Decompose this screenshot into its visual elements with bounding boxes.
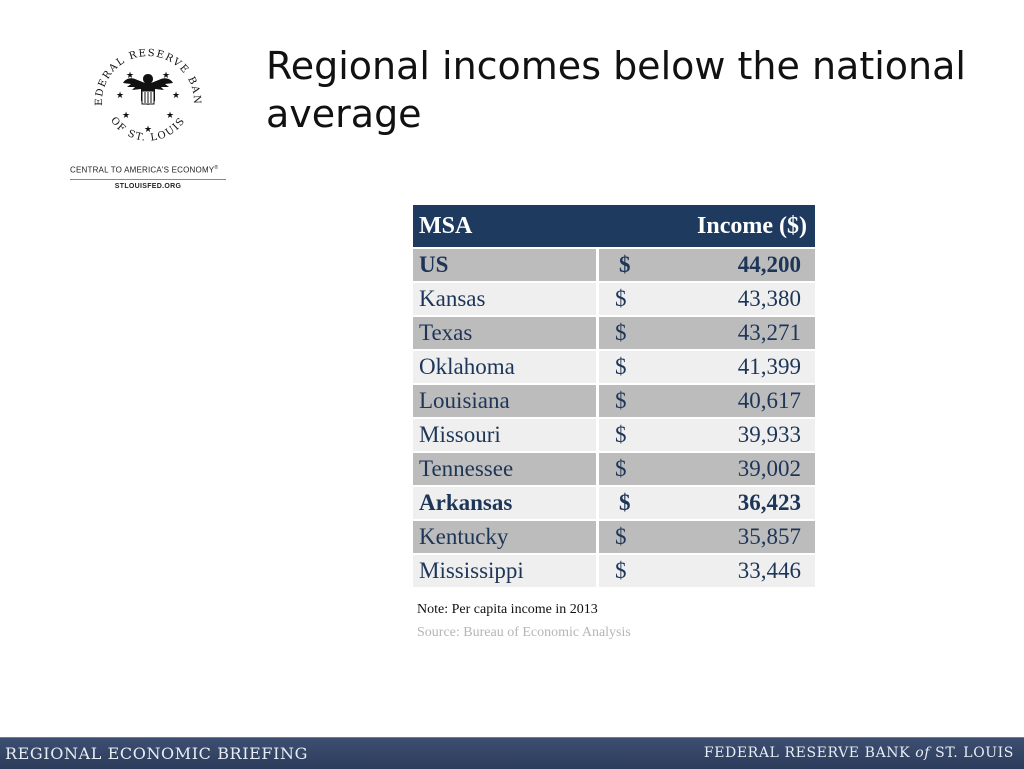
- table-source: Source: Bureau of Economic Analysis: [417, 625, 631, 640]
- currency-symbol: $: [615, 354, 627, 379]
- income-cell: $36,423: [599, 487, 815, 519]
- income-cell: $43,271: [599, 317, 815, 349]
- msa-cell: Oklahoma: [413, 351, 596, 383]
- table-row: Louisiana $40,617: [413, 385, 815, 417]
- income-table: MSA Income ($) US $44,200 Kansas $43,380 Tex…: [413, 205, 815, 589]
- table-row: Tennessee $39,002: [413, 453, 815, 485]
- currency-symbol: $: [619, 490, 631, 515]
- svg-text:★: ★: [172, 91, 180, 101]
- currency-symbol: $: [615, 286, 627, 311]
- table-row: Texas $43,271: [413, 317, 815, 349]
- eagle-seal-icon: FEDERAL RESERVE BANK OF ST. LOUIS ★★ ★★ …: [88, 40, 201, 144]
- income-value: 39,933: [737, 422, 801, 447]
- footer-bank-post: ST. LOUIS: [935, 745, 1014, 761]
- currency-symbol: $: [615, 320, 627, 345]
- income-value: 36,423: [737, 490, 801, 515]
- footer-bar: REGIONAL ECONOMIC BRIEFING FEDERAL RESER…: [0, 737, 1024, 769]
- footer-bank-of: of: [915, 745, 931, 761]
- logo-website: STLOUISFED.ORG: [114, 183, 182, 190]
- table-note: Note: Per capita income in 2013: [417, 602, 598, 617]
- tagline-text: CENTRAL TO AMERICA'S ECONOMY: [70, 165, 215, 175]
- msa-cell: Kansas: [413, 283, 596, 315]
- income-cell: $44,200: [599, 249, 815, 281]
- table-row: Kansas $43,380: [413, 283, 815, 315]
- income-cell: $35,857: [599, 521, 815, 553]
- svg-text:★: ★: [126, 71, 134, 81]
- msa-cell: Mississippi: [413, 555, 596, 587]
- income-cell: $39,933: [599, 419, 815, 451]
- svg-text:★: ★: [162, 71, 170, 81]
- logo-tagline: CENTRAL TO AMERICA'S ECONOMY®: [70, 165, 226, 175]
- logo-divider: [70, 179, 226, 180]
- msa-cell: Tennessee: [413, 453, 596, 485]
- income-cell: $40,617: [599, 385, 815, 417]
- header-income: Income ($): [697, 212, 807, 239]
- table-header: MSA Income ($): [413, 205, 815, 247]
- income-cell: $39,002: [599, 453, 815, 485]
- income-cell: $43,380: [599, 283, 815, 315]
- svg-text:★: ★: [166, 111, 174, 121]
- table-row: Oklahoma $41,399: [413, 351, 815, 383]
- income-value: 43,271: [737, 320, 801, 345]
- table-body: US $44,200 Kansas $43,380 Texas $43,271 Oklaho…: [413, 249, 815, 587]
- msa-cell: Louisiana: [413, 385, 596, 417]
- svg-text:★: ★: [122, 111, 130, 121]
- income-value: 35,857: [737, 524, 801, 549]
- msa-cell: Kentucky: [413, 521, 596, 553]
- msa-cell: Texas: [413, 317, 596, 349]
- table-row: Missouri $39,933: [413, 419, 815, 451]
- msa-cell: US: [413, 249, 596, 281]
- footer-bank-pre: FEDERAL RESERVE BANK: [703, 745, 911, 761]
- currency-symbol: $: [615, 388, 627, 413]
- currency-symbol: $: [615, 422, 627, 447]
- table-row: Mississippi $33,446: [413, 555, 815, 587]
- income-value: 44,200: [737, 252, 801, 277]
- income-cell: $33,446: [599, 555, 815, 587]
- footer-briefing-label: REGIONAL ECONOMIC BRIEFING: [5, 744, 309, 763]
- currency-symbol: $: [619, 252, 631, 277]
- income-value: 43,380: [737, 286, 801, 311]
- svg-text:★: ★: [116, 91, 124, 101]
- tagline-mark: ®: [214, 165, 219, 171]
- msa-cell: Missouri: [413, 419, 596, 451]
- currency-symbol: $: [615, 524, 627, 549]
- currency-symbol: $: [615, 456, 627, 481]
- currency-symbol: $: [615, 558, 627, 583]
- income-value: 41,399: [737, 354, 801, 379]
- header-msa: MSA: [419, 212, 473, 239]
- svg-text:★: ★: [144, 125, 152, 135]
- income-value: 33,446: [737, 558, 801, 583]
- income-cell: $41,399: [599, 351, 815, 383]
- income-value: 39,002: [737, 456, 801, 481]
- slide-title: Regional incomes below the national aver…: [266, 44, 966, 136]
- footer-bank-name: FEDERAL RESERVE BANK of ST. LOUIS: [704, 745, 1014, 761]
- table-row: US $44,200: [413, 249, 815, 281]
- table-row: Kentucky $35,857: [413, 521, 815, 553]
- table-row: Arkansas $36,423: [413, 487, 815, 519]
- income-value: 40,617: [737, 388, 801, 413]
- msa-cell: Arkansas: [413, 487, 596, 519]
- fed-logo: FEDERAL RESERVE BANK OF ST. LOUIS ★★ ★★ …: [70, 40, 226, 200]
